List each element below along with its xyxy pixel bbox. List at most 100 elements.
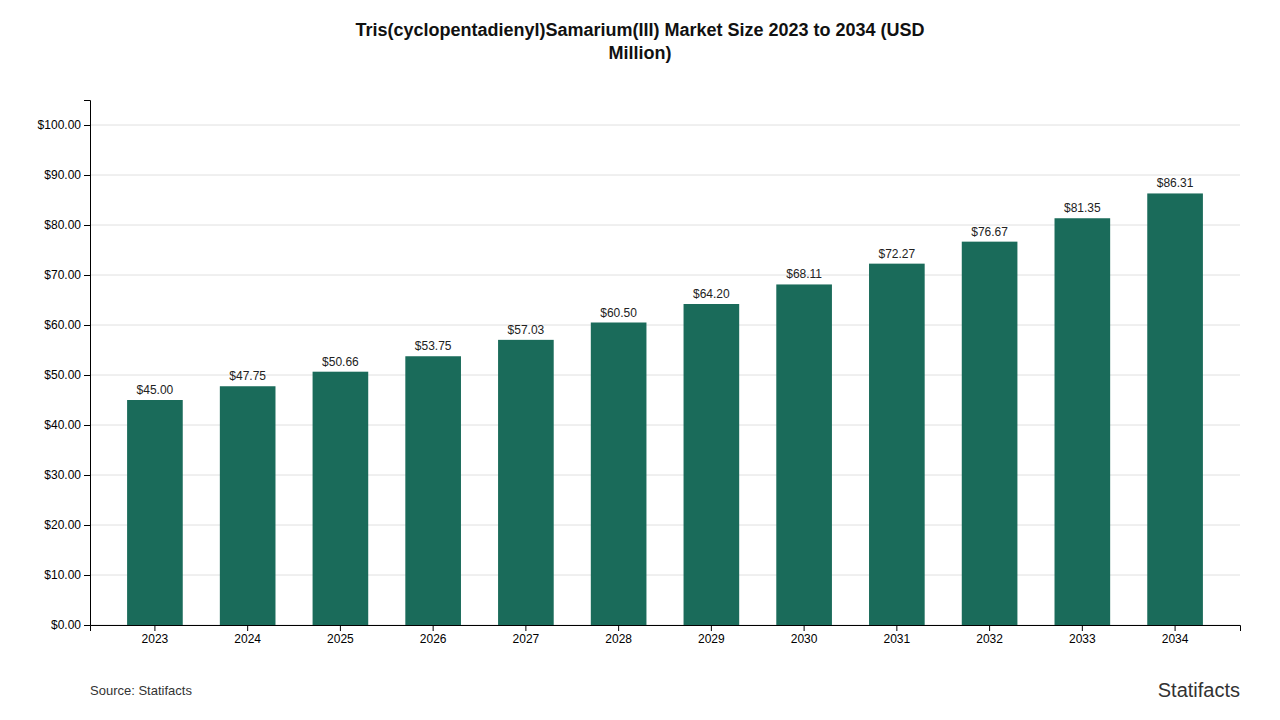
x-tick-label: 2031 (884, 632, 911, 646)
bar (1147, 193, 1203, 625)
y-tick: $70.00 (44, 268, 90, 282)
y-tick: $10.00 (44, 568, 90, 582)
x-tick-label: 2030 (791, 632, 818, 646)
brand-note: Statifacts (1158, 679, 1240, 701)
x-tick: 2029 (698, 625, 725, 646)
x-tick-label: 2029 (698, 632, 725, 646)
x-tick-mark (1175, 625, 1176, 631)
bar (684, 304, 740, 625)
x-tick-mark (1082, 625, 1083, 631)
grid-line (90, 125, 1240, 126)
bar (962, 242, 1018, 625)
data-label: $50.66 (322, 355, 359, 369)
title-line: Million) (609, 43, 672, 63)
x-tick-label: 2027 (513, 632, 540, 646)
bar (869, 264, 925, 625)
x-tick-mark (618, 625, 619, 631)
y-tick-label: $40.00 (44, 418, 81, 432)
y-tick: $50.00 (44, 368, 90, 382)
data-label: $60.50 (600, 306, 637, 320)
y-tick-mark (84, 175, 90, 176)
x-tick-mark (154, 625, 155, 631)
x-tick-label: 2032 (976, 632, 1003, 646)
plot: $0.00 $10.00 $20.00 $30.00 $40.00 $50.00 $60.0… (38, 101, 1241, 646)
y-tick-mark (84, 525, 90, 526)
y-tick-label: $10.00 (44, 568, 81, 582)
bar (313, 372, 369, 625)
bar (405, 356, 461, 625)
data-label: $64.20 (693, 287, 730, 301)
bar (1055, 218, 1111, 625)
grid (90, 125, 1240, 625)
y-tick: $30.00 (44, 468, 90, 482)
x-tick-mark (433, 625, 434, 631)
data-label: $47.75 (229, 369, 266, 383)
y-tick: $0.00 (51, 618, 90, 632)
x-tick: 2025 (327, 625, 354, 646)
y-axis: $0.00 $10.00 $20.00 $30.00 $40.00 $50.00 $60.0… (38, 101, 91, 633)
x-tick-mark (711, 625, 712, 631)
chart: $0.00 $10.00 $20.00 $30.00 $40.00 $50.00 $60.0… (0, 0, 1280, 720)
y-tick-label: $30.00 (44, 468, 81, 482)
x-tick: 2033 (1069, 625, 1096, 646)
y-tick-mark (84, 325, 90, 326)
x-tick-mark (340, 625, 341, 631)
y-tick-mark (84, 375, 90, 376)
y-tick-label: $60.00 (44, 318, 81, 332)
grid-line (90, 175, 1240, 176)
y-tick: $20.00 (44, 518, 90, 532)
x-tick-label: 2034 (1162, 632, 1189, 646)
bar (776, 284, 832, 625)
x-tick: 2026 (420, 625, 447, 646)
x-tick-mark (525, 625, 526, 631)
x-tick-label: 2024 (234, 632, 261, 646)
x-tick-label: 2023 (142, 632, 169, 646)
bar (127, 400, 183, 625)
x-tick-label: 2028 (605, 632, 632, 646)
x-tick-mark (896, 625, 897, 631)
y-tick-mark (84, 575, 90, 576)
data-label: $45.00 (137, 383, 174, 397)
data-label: $57.03 (508, 323, 545, 337)
y-tick-label: $50.00 (44, 368, 81, 382)
y-tick: $60.00 (44, 318, 90, 332)
x-tick-mark (804, 625, 805, 631)
data-label: $72.27 (879, 247, 916, 261)
y-tick-mark (84, 275, 90, 276)
x-tick-label: 2026 (420, 632, 447, 646)
y-tick: $100.00 (38, 118, 90, 132)
x-tick: 2030 (791, 625, 818, 646)
y-tick-label: $20.00 (44, 518, 81, 532)
background (0, 0, 1280, 720)
y-tick-mark (84, 625, 90, 626)
x-tick-mark (247, 625, 248, 631)
bar (591, 323, 647, 626)
x-tick: 2034 (1162, 625, 1189, 646)
x-axis: 2023 2024 2025 2026 2027 2028 2029 2030 2031 2032… (91, 625, 1241, 646)
x-tick: 2024 (234, 625, 261, 646)
x-axis-line (91, 626, 1241, 632)
y-tick-label: $0.00 (51, 618, 81, 632)
data-labels: $45.00 $47.75 $50.66 $53.75 $57.03 $60.50 $64.… (137, 176, 1194, 397)
data-label: $81.35 (1064, 201, 1101, 215)
y-tick: $40.00 (44, 418, 90, 432)
x-tick-label: 2025 (327, 632, 354, 646)
data-label: $53.75 (415, 339, 452, 353)
y-tick-label: $90.00 (44, 168, 81, 182)
y-tick-label: $80.00 (44, 218, 81, 232)
y-tick-mark (84, 125, 90, 126)
x-tick-label: 2033 (1069, 632, 1096, 646)
x-tick: 2032 (976, 625, 1003, 646)
x-tick: 2023 (142, 625, 169, 646)
data-label: $76.67 (971, 225, 1008, 239)
x-tick: 2027 (513, 625, 540, 646)
title-line: Tris(cyclopentadienyl)Samarium(III) Mark… (355, 20, 924, 40)
x-tick: 2031 (884, 625, 911, 646)
data-label: $86.31 (1157, 176, 1194, 190)
bar (498, 340, 554, 625)
y-tick-mark (84, 225, 90, 226)
y-axis-line (84, 101, 91, 626)
y-tick-mark (84, 425, 90, 426)
y-tick-mark (84, 475, 90, 476)
source-note: Source: Statifacts (90, 683, 192, 698)
